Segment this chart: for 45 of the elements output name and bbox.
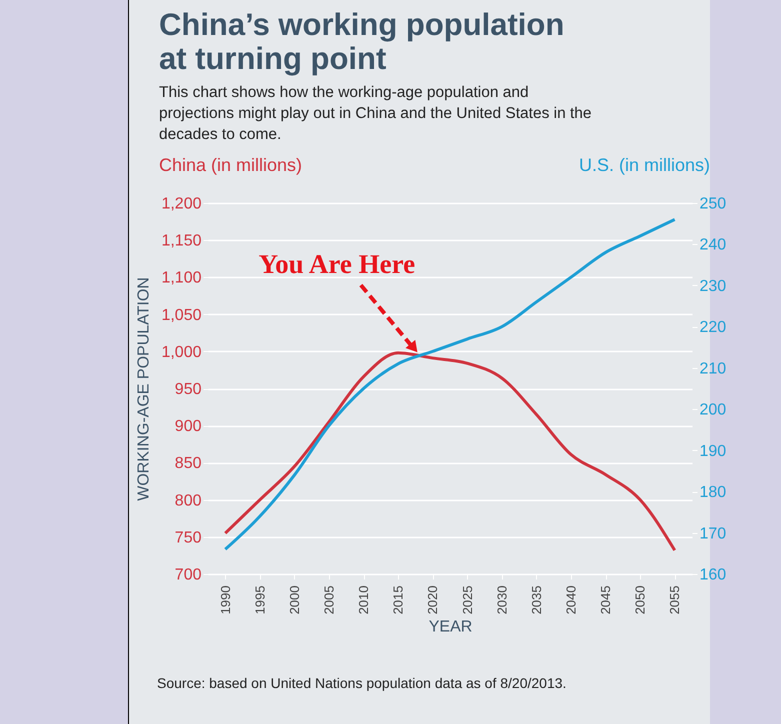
y2-tick-label: 190 xyxy=(700,442,726,460)
y-tick-label: 1,100 xyxy=(161,270,202,287)
x-tick-label: 2015 xyxy=(390,586,406,614)
y2-tick-label: 240 xyxy=(700,236,726,254)
text: U.S. (in millions) xyxy=(578,155,710,176)
x-tick-label: 2005 xyxy=(322,586,336,614)
text: China (in millions) xyxy=(159,155,302,176)
x-tick-label: 2000 xyxy=(286,586,302,614)
y-tick-label: 1,000 xyxy=(161,344,202,361)
x-axis-title: YEAR xyxy=(428,618,472,636)
y-tick-label: 700 xyxy=(174,566,202,584)
line-series xyxy=(224,218,676,551)
y-tick-label: 750 xyxy=(174,529,202,546)
chart-subtitle: This chart shows how the working-age population and projections might play out in China and the United States in the decades to come. xyxy=(159,83,593,145)
y-axis-title: WORKING-AGE POPULATION xyxy=(135,277,152,501)
line-series xyxy=(224,351,676,552)
x-tick-label: 2035 xyxy=(528,586,544,614)
y2-tick-label: 250 xyxy=(700,196,726,212)
x-tick-label: 2030 xyxy=(494,586,510,614)
y2-tick-label: 170 xyxy=(700,525,726,542)
x-tick-label: 2055 xyxy=(667,586,682,614)
y-tick-label: 800 xyxy=(174,492,202,510)
x-tick-label: 2010 xyxy=(356,586,372,614)
y2-tick-label: 230 xyxy=(700,278,726,295)
y-tick-label: 1,050 xyxy=(161,306,202,324)
x-tick-label: 2040 xyxy=(564,586,578,614)
x-tick-label: 2020 xyxy=(425,586,440,614)
x-tick-label: 1995 xyxy=(252,586,268,614)
y-tick-label: 950 xyxy=(174,381,202,398)
x-tick-label: 2050 xyxy=(632,586,648,614)
y-tick-label: 1,150 xyxy=(161,232,202,250)
source-note: Source: based on United Nations population data as of 8/20/2013. xyxy=(157,674,568,693)
x-tick-label: 2025 xyxy=(460,586,475,614)
y-tick-label: 1,200 xyxy=(161,196,202,212)
y-tick-label: 850 xyxy=(174,455,202,472)
x-tick-label: 2045 xyxy=(598,586,614,614)
y2-tick-label: 220 xyxy=(700,319,726,336)
y2-tick-label: 160 xyxy=(700,566,726,584)
y-tick-label: 900 xyxy=(174,418,202,436)
annotation: You Are Here xyxy=(258,249,416,280)
y2-tick-label: 200 xyxy=(700,402,726,419)
x-tick-label: 1990 xyxy=(218,586,233,614)
y2-tick-label: 210 xyxy=(700,360,726,378)
y2-tick-label: 180 xyxy=(700,484,726,502)
chart-title: China’s working population at turning point xyxy=(159,7,566,76)
